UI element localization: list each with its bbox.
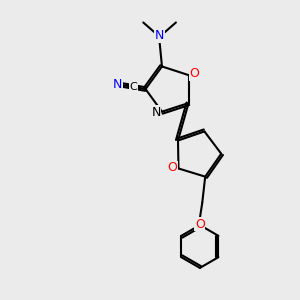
Text: O: O	[190, 68, 200, 80]
Text: N: N	[155, 29, 164, 42]
Text: C: C	[129, 82, 137, 92]
Text: N: N	[113, 78, 122, 91]
Text: O: O	[167, 161, 177, 174]
Text: N: N	[151, 106, 161, 119]
Text: O: O	[195, 218, 205, 231]
